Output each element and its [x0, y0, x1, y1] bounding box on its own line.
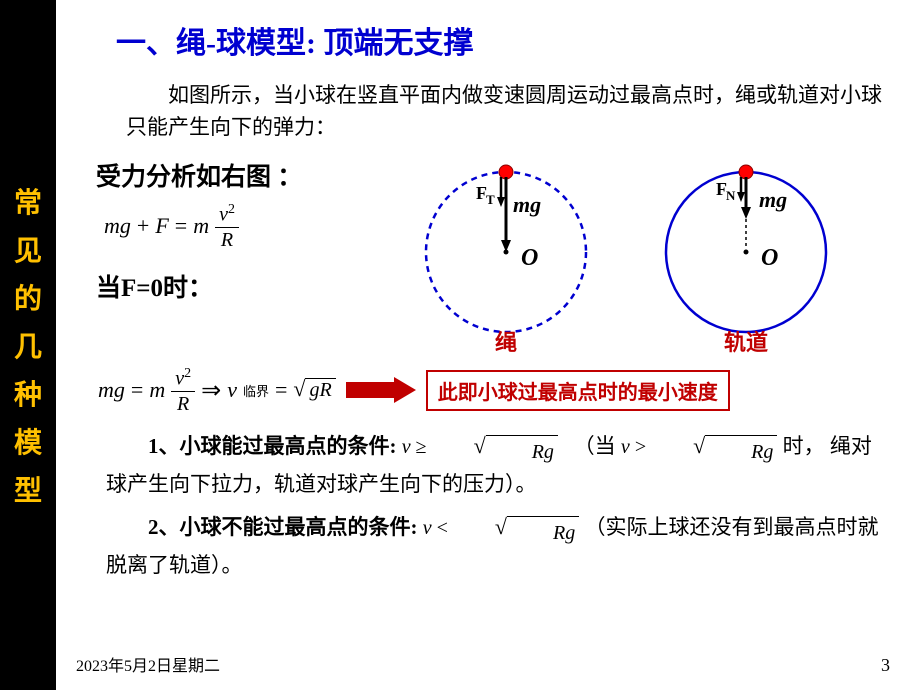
cond1-label: 1、小球能过最高点的条件: [148, 434, 397, 458]
track-label: 轨道 [724, 325, 768, 357]
math-mg: mg [104, 213, 131, 239]
fraction-2: v2 R [171, 367, 195, 414]
intro-text: 如图所示，当小球在竖直平面内做变速圆周运动过最高点时，绳或轨道对小球只能产生向下… [126, 80, 890, 143]
diagram-track: F N mg O 轨道 [646, 157, 846, 357]
svg-text:T: T [486, 192, 495, 207]
main-content: 一、绳-球模型: 顶端无支撑 如图所示，当小球在竖直平面内做变速圆周运动过最高点… [56, 0, 920, 690]
svg-text:mg: mg [513, 192, 541, 217]
math-eq3: = [275, 377, 287, 403]
sidebar-char: 型 [14, 469, 42, 509]
equation-1: mg + F = m v2 R [104, 203, 396, 250]
sidebar-char: 见 [14, 229, 42, 269]
footer-date: 2023年5月2日星期二 [76, 652, 220, 676]
sidebar-char: 模 [14, 421, 42, 461]
critical-equation: mg = m v2 R ⇒ v 临界 = √gR [98, 367, 336, 414]
cond2-label: 2、小球不能过最高点的条件: [148, 515, 418, 539]
math-eq: = [175, 213, 187, 239]
math-imply: ⇒ [201, 376, 221, 405]
math-eq2: = [131, 377, 143, 403]
svg-text:N: N [726, 188, 736, 203]
sidebar-char: 的 [14, 277, 42, 317]
cond1b: （当 [574, 434, 616, 458]
svg-text:mg: mg [759, 187, 787, 212]
condition-2: 2、小球不能过最高点的条件: v < √Rg （实际上球还没有到最高点时就脱离了… [106, 511, 890, 583]
sqrt-Rg-3: √Rg [453, 516, 579, 549]
sidebar-char: 几 [14, 325, 42, 365]
sqrt-gR: √gR [293, 378, 335, 402]
analysis-row: 受力分析如右图 ： mg + F = m v2 R 当F=0时： [86, 157, 890, 357]
force-analysis-label: 受力分析如右图 ： [96, 157, 396, 193]
red-arrow-icon [346, 377, 416, 403]
math-m: m [193, 213, 209, 239]
track-circle-svg: F N mg O [651, 157, 841, 337]
svg-text:O: O [761, 245, 778, 271]
equation-2-row: mg = m v2 R ⇒ v 临界 = √gR 此即小球过最高点时的最小速度 [98, 367, 890, 414]
condition-1: 1、小球能过最高点的条件: v ≥ √Rg （当 v > √Rg 时， 绳对球产… [106, 430, 890, 502]
diagrams-container: F T mg O 绳 F N [406, 157, 846, 357]
when-f-zero: 当F=0时： [96, 268, 396, 304]
math-vcrit: v [227, 377, 237, 403]
rope-circle-svg: F T mg O [411, 157, 601, 337]
sidebar-char: 常 [14, 181, 42, 221]
sidebar: 常 见 的 几 种 模 型 [0, 0, 56, 690]
crit-sub: 临界 [243, 381, 269, 400]
sqrt-Rg-2: √Rg [651, 435, 777, 468]
slide-title: 一、绳-球模型: 顶端无支撑 [116, 18, 890, 62]
math-plus: + [137, 213, 149, 239]
page-number: 3 [881, 655, 890, 676]
diagram-rope: F T mg O 绳 [406, 157, 606, 357]
sqrt-Rg-1: √Rg [432, 435, 558, 468]
math-m2: m [149, 377, 165, 403]
fraction-v2-R: v2 R [215, 203, 239, 250]
rope-label: 绳 [495, 325, 517, 357]
svg-text:O: O [521, 245, 538, 271]
math-F: F [155, 213, 168, 239]
equations-left: 受力分析如右图 ： mg + F = m v2 R 当F=0时： [96, 157, 396, 304]
red-callout-box: 此即小球过最高点时的最小速度 [426, 370, 730, 411]
sidebar-char: 种 [14, 373, 42, 413]
math-mg2: mg [98, 377, 125, 403]
